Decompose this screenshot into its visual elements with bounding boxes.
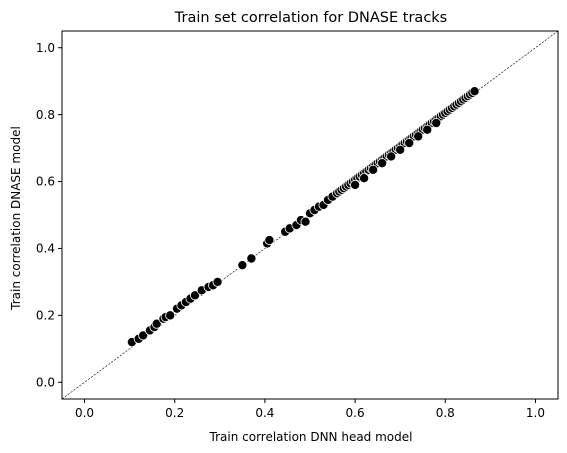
x-tick-label: 0.2 [165, 406, 184, 420]
x-axis-label: Train correlation DNN head model [209, 430, 413, 444]
data-point [395, 144, 406, 155]
data-point [212, 276, 223, 287]
data-point [431, 118, 442, 129]
y-tick-label: 1.0 [36, 41, 55, 55]
data-point [368, 164, 379, 175]
y-axis-label: Train correlation DNASE model [9, 126, 23, 311]
data-point [377, 158, 388, 169]
data-point [264, 235, 275, 246]
y-tick-label: 0.0 [36, 375, 55, 389]
data-point [413, 131, 424, 142]
plot-area [61, 30, 559, 400]
data-point [350, 179, 361, 190]
data-point [386, 151, 397, 162]
data-point [300, 216, 311, 227]
data-point [246, 253, 257, 264]
data-point [359, 173, 370, 184]
x-tick-label: 0.8 [436, 406, 455, 420]
axes-frame [61, 30, 559, 400]
data-point [422, 124, 433, 135]
axis-ticks: 0.0 0.2 0.4 0.6 0.8 1.0 0.0 0.2 0.4 0.6 0.8 1.0 [36, 41, 545, 420]
y-tick-label: 0.2 [36, 309, 55, 323]
x-tick-label: 0.4 [255, 406, 274, 420]
y-tick-label: 0.8 [36, 108, 55, 122]
x-tick-label: 0.0 [75, 406, 94, 420]
data-point [469, 86, 480, 97]
data-point [151, 318, 162, 329]
data-point [165, 310, 176, 321]
y-tick-label: 0.4 [36, 242, 55, 256]
y-tick-label: 0.6 [36, 175, 55, 189]
data-point [138, 330, 149, 341]
x-tick-label: 0.6 [346, 406, 365, 420]
data-point [190, 290, 201, 301]
data-point [237, 260, 248, 271]
data-point [404, 138, 415, 149]
x-tick-label: 1.0 [526, 406, 545, 420]
chart-title: Train set correlation for DNASE tracks [174, 10, 448, 26]
